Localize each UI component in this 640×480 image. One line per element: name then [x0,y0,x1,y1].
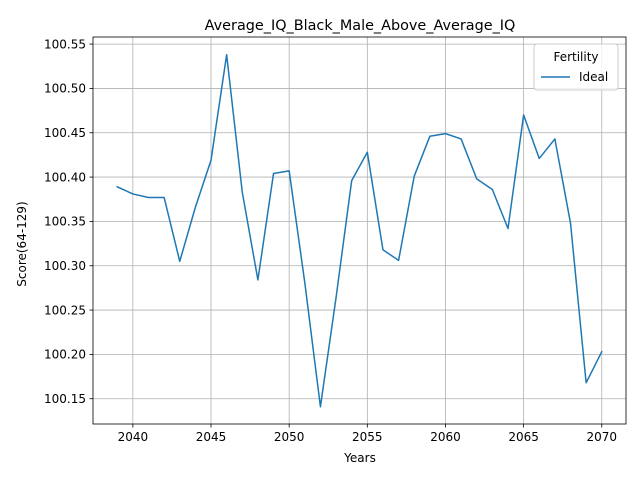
x-axis-label: Years [343,451,376,465]
y-tick-label: 100.40 [44,170,86,184]
legend-box [533,43,619,91]
y-tick-label: 100.25 [44,303,86,317]
grid [93,37,626,424]
series-line-ideal [116,53,603,408]
y-axis: 100.15 100.20 100.25 100.30 100.35 100.40 100.… [44,37,93,406]
plot-lines [116,53,603,408]
x-tick-label: 2065 [508,430,539,444]
x-tick-label: 2040 [118,430,149,444]
y-tick-label: 100.35 [44,215,86,229]
y-tick-label: 100.15 [44,392,86,406]
x-tick-label: 2060 [430,430,461,444]
y-tick-label: 100.20 [44,348,86,362]
legend: Fertility Ideal [533,43,619,91]
y-tick-label: 100.45 [44,126,86,140]
y-tick-label: 100.30 [44,259,86,273]
x-axis: 2040 2045 2050 2055 2060 2065 2070 [118,424,617,444]
legend-label-ideal: Ideal [579,70,608,84]
y-tick-label: 100.50 [44,82,86,96]
legend-title: Fertility [553,50,598,64]
x-tick-label: 2045 [196,430,227,444]
chart-title: Average_IQ_Black_Male_Above_Average_IQ [205,18,516,34]
x-tick-label: 2070 [586,430,617,444]
plot-frame [92,36,627,425]
y-tick-label: 100.55 [44,37,86,51]
y-axis-label: Score(64-129) [15,201,29,286]
x-tick-label: 2055 [352,430,383,444]
x-tick-label: 2050 [274,430,305,444]
